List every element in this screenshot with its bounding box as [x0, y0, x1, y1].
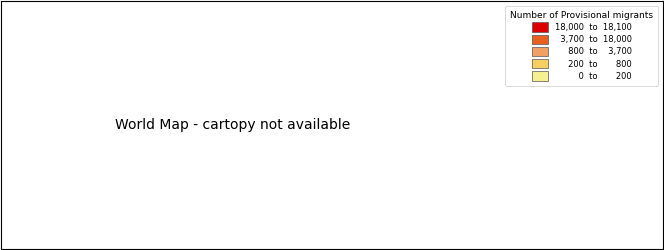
Text: World Map - cartopy not available: World Map - cartopy not available — [115, 118, 351, 132]
Legend: 18,000  to  18,100,   3,700  to  18,000,      800  to    3,700,      200  to    : 18,000 to 18,100, 3,700 to 18,000, 800 t… — [505, 6, 659, 86]
